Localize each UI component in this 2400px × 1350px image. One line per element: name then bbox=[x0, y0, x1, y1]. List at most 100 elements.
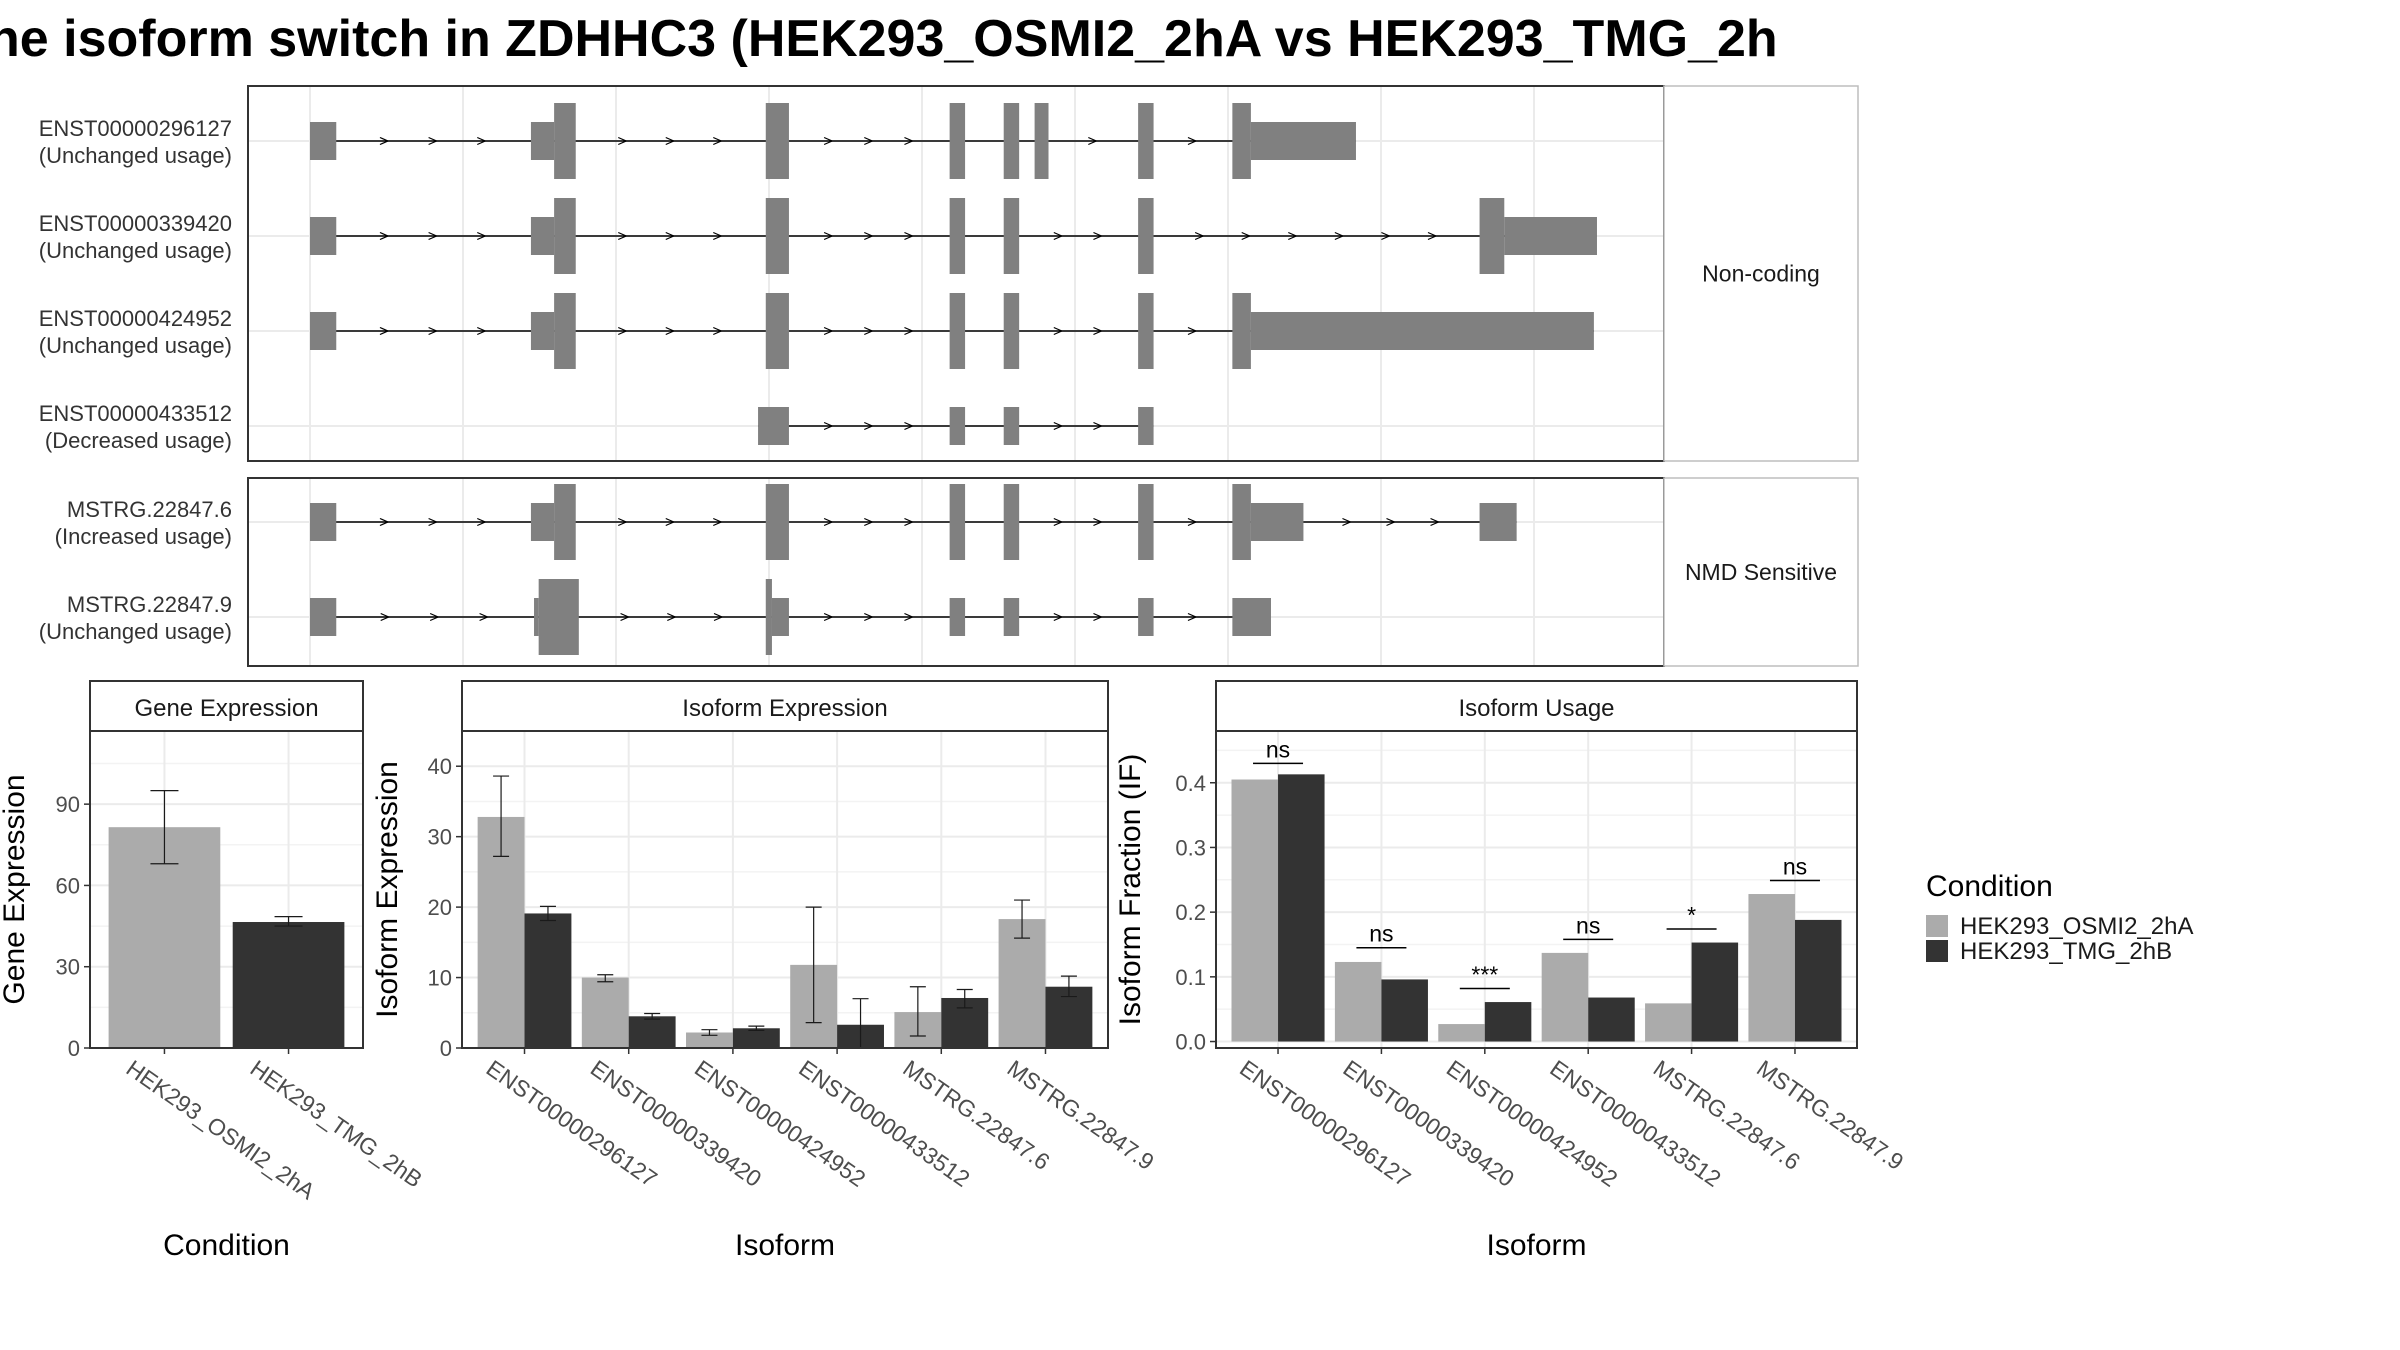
intron-arrow bbox=[1053, 612, 1064, 622]
y-tick-label: 0.4 bbox=[1175, 771, 1206, 796]
intron-arrow bbox=[1093, 421, 1103, 431]
intron-arrow bbox=[618, 326, 628, 336]
coding-exon bbox=[765, 103, 789, 179]
transcript-usage-label: (Unchanged usage) bbox=[39, 619, 232, 644]
intron-arrow bbox=[1334, 231, 1345, 241]
intron-arrow bbox=[1194, 231, 1205, 241]
legend-title: Condition bbox=[1926, 870, 2053, 903]
error-bar bbox=[909, 986, 926, 1037]
error-bar bbox=[1014, 899, 1031, 939]
utr-exon bbox=[1250, 503, 1304, 541]
coding-exon bbox=[554, 103, 576, 179]
y-tick-label: 90 bbox=[56, 792, 80, 817]
bar bbox=[1645, 1003, 1692, 1042]
intron-arrow bbox=[477, 517, 487, 527]
bar bbox=[1588, 997, 1635, 1042]
coding-exon bbox=[1138, 198, 1154, 274]
significance-label: ns bbox=[1783, 853, 1807, 879]
utr-exon bbox=[530, 503, 555, 541]
intron-arrow bbox=[1381, 231, 1391, 241]
intron-arrow bbox=[1088, 136, 1098, 146]
coding-exon bbox=[765, 293, 789, 369]
significance-label: * bbox=[1687, 902, 1696, 928]
bar bbox=[1794, 919, 1842, 1042]
utr-exon bbox=[534, 598, 539, 636]
coding-exon bbox=[765, 579, 772, 655]
bar bbox=[1231, 779, 1279, 1042]
x-axis-label: Condition bbox=[163, 1229, 290, 1262]
y-tick-label: 20 bbox=[428, 895, 452, 920]
utr-exon bbox=[1504, 217, 1597, 255]
legend-swatch bbox=[1926, 940, 1948, 962]
coding-exon bbox=[1232, 103, 1251, 179]
coding-exon bbox=[765, 484, 789, 560]
coding-exon bbox=[1003, 103, 1020, 179]
coding-exon bbox=[554, 198, 576, 274]
significance-label: *** bbox=[1471, 961, 1498, 987]
transcript-group-0: ENST00000296127 (Unchanged usage)ENST0000… bbox=[39, 85, 1859, 462]
y-tick-label: 30 bbox=[428, 825, 452, 850]
intron-arrow bbox=[1053, 326, 1064, 336]
intron-arrow bbox=[713, 136, 723, 146]
bar bbox=[1484, 1002, 1532, 1042]
transcript-structure-panel: ENST00000296127(Unchanged usage)ENST0000… bbox=[39, 85, 1859, 667]
transcript-id-label: MSTRG.22847.6 bbox=[67, 497, 232, 522]
error-bar bbox=[539, 905, 556, 922]
utr-exon bbox=[771, 598, 789, 636]
intron-arrow bbox=[665, 517, 676, 527]
transcript-id-label: ENST00000296127 bbox=[39, 116, 232, 141]
coding-exon bbox=[949, 484, 966, 560]
significance-label: ns bbox=[1266, 736, 1290, 762]
coding-exon bbox=[1232, 484, 1251, 560]
intron-arrow bbox=[904, 136, 914, 146]
intron-arrow bbox=[713, 517, 723, 527]
intron-arrow bbox=[823, 517, 834, 527]
y-axis-label: Isoform Fraction (IF) bbox=[1114, 754, 1147, 1026]
utr-exon bbox=[1138, 598, 1154, 636]
bar bbox=[1541, 952, 1589, 1042]
utr-exon bbox=[310, 122, 337, 160]
intron-arrow bbox=[904, 517, 914, 527]
utr-exon bbox=[1250, 312, 1594, 350]
intron-arrow bbox=[667, 612, 677, 622]
intron-arrow bbox=[429, 612, 440, 622]
utr-exon bbox=[310, 217, 337, 255]
intron-arrow bbox=[904, 612, 914, 622]
intron-arrow bbox=[1386, 517, 1396, 527]
error-bar bbox=[701, 1029, 718, 1036]
intron-arrow bbox=[1093, 231, 1103, 241]
bar bbox=[232, 922, 345, 1048]
y-axis-label: Isoform Expression bbox=[371, 761, 404, 1018]
intron-arrow bbox=[1093, 612, 1103, 622]
facet-strip bbox=[461, 680, 1109, 732]
transcript-group-1: MSTRG.22847.6(Increased usage) MSTRG.2284… bbox=[39, 477, 1859, 667]
intron-arrow bbox=[904, 231, 914, 241]
intron-arrow bbox=[665, 326, 676, 336]
intron-arrow bbox=[1053, 231, 1064, 241]
transcript-track bbox=[758, 407, 1154, 445]
intron-arrow bbox=[823, 421, 834, 431]
facet-strip bbox=[1215, 680, 1858, 732]
coding-exon bbox=[1034, 103, 1049, 179]
bar bbox=[628, 1016, 676, 1048]
intron-arrow bbox=[713, 231, 723, 241]
transcript-usage-label: (Unchanged usage) bbox=[39, 333, 232, 358]
transcript-id-label: ENST00000424952 bbox=[39, 306, 232, 331]
coding-exon bbox=[554, 293, 576, 369]
facet-strip bbox=[89, 680, 364, 732]
intron-arrow bbox=[1053, 517, 1064, 527]
significance-label: ns bbox=[1576, 912, 1600, 938]
significance-label: ns bbox=[1369, 921, 1393, 947]
utr-exon bbox=[1479, 503, 1517, 541]
intron-arrow bbox=[1093, 326, 1103, 336]
bar bbox=[1381, 979, 1428, 1042]
y-tick-label: 0 bbox=[68, 1036, 80, 1061]
intron-arrow bbox=[1241, 231, 1252, 241]
legend-swatch bbox=[1926, 915, 1948, 937]
transcript-track bbox=[310, 484, 1517, 560]
intron-arrow bbox=[864, 517, 874, 527]
x-axis-label: Isoform bbox=[735, 1229, 835, 1262]
coding-exon bbox=[949, 198, 966, 274]
y-tick-label: 0.2 bbox=[1175, 900, 1206, 925]
